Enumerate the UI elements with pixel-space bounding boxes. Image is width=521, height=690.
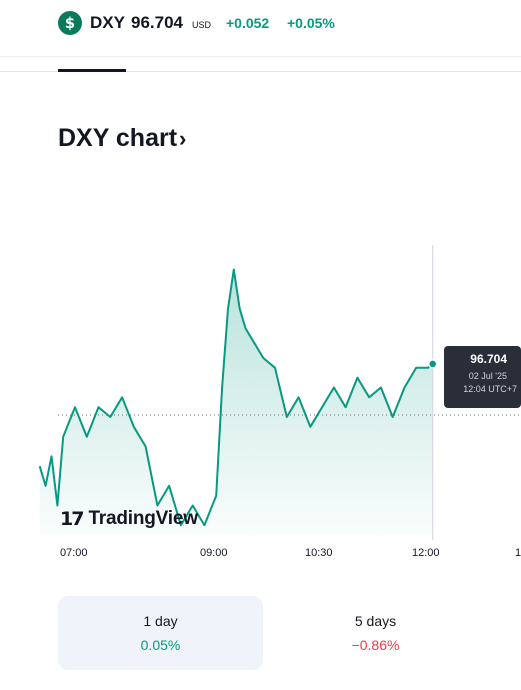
x-axis-tick-label: 1 (515, 547, 521, 559)
range-label: 1 day (143, 613, 178, 629)
price-chart[interactable] (0, 230, 521, 550)
chart-title: DXY chart (58, 124, 178, 152)
range-selector: 1 day 0.05% 5 days −0.86% (58, 596, 521, 670)
tabs-divider (0, 71, 521, 72)
tooltip-value: 96.704 (470, 352, 507, 366)
range-1-day-button[interactable]: 1 day 0.05% (58, 596, 263, 670)
range-change: 0.05% (140, 637, 181, 653)
last-price-marker (427, 359, 438, 369)
x-axis-tick-label: 07:00 (60, 547, 88, 559)
range-change: −0.86% (351, 637, 400, 653)
tradingview-logo-text: TradingView (88, 508, 198, 529)
active-tab-indicator[interactable] (58, 69, 126, 72)
header-divider (0, 56, 521, 57)
price-tooltip: 96.704 02 Jul '25 12:04 UTC+7 (444, 346, 521, 408)
x-axis-tick-label: 09:00 (200, 547, 228, 559)
tradingview-logo[interactable]: 17 TradingView (60, 508, 198, 530)
symbol-name[interactable]: DXY (90, 13, 125, 32)
range-label: 5 days (354, 613, 397, 629)
tooltip-time: 12:04 UTC+7 (463, 384, 517, 394)
chevron-right-icon: › (179, 126, 187, 151)
range-5-days-button[interactable]: 5 days −0.86% (273, 596, 478, 670)
symbol-price: 96.704 (131, 13, 183, 32)
symbol-currency: USD (192, 20, 212, 30)
price-change-percent: +0.05% (287, 15, 335, 31)
tooltip-date: 02 Jul '25 (468, 371, 507, 381)
price-area (39, 269, 433, 535)
x-axis-tick-label: 10:30 (305, 547, 333, 559)
dollar-icon: $ (58, 11, 82, 35)
price-change: +0.052 (226, 15, 270, 31)
chart-title-link[interactable]: DXY chart› (58, 124, 186, 153)
tradingview-logo-icon: 17 (60, 508, 84, 530)
symbol-header: $ DXY 96.704 USD +0.052 +0.05% (0, 0, 521, 56)
price-line (38, 268, 434, 527)
x-axis-tick-label: 12:00 (412, 547, 440, 559)
price-chart-svg[interactable] (0, 230, 521, 550)
